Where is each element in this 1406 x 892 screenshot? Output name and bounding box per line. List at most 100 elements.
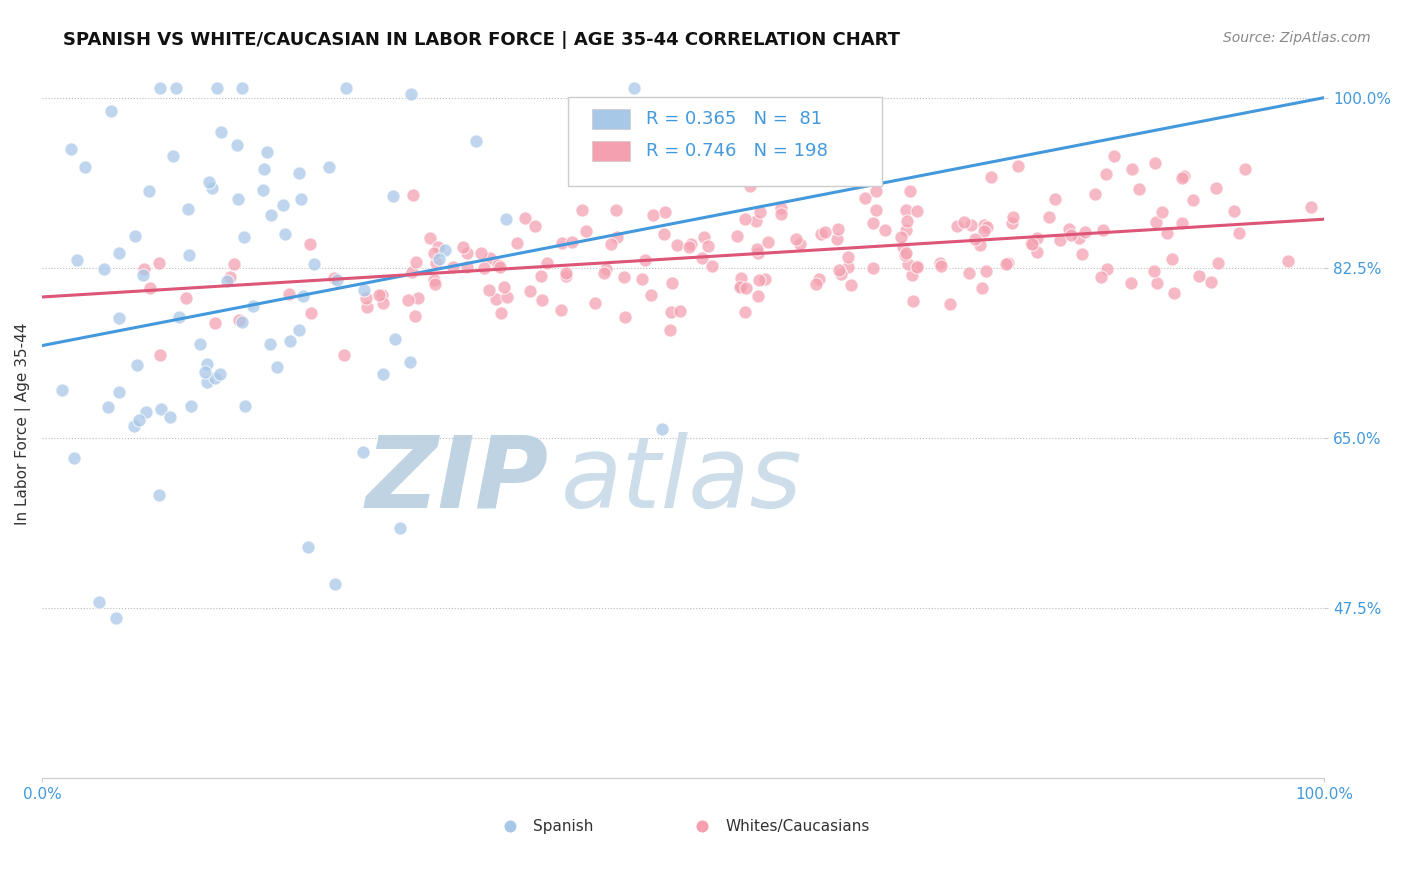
Point xyxy=(422,273,444,287)
Point xyxy=(356,301,378,315)
Point xyxy=(1060,228,1083,243)
Point xyxy=(666,238,689,252)
Point xyxy=(107,311,129,326)
Point xyxy=(299,305,322,319)
FancyBboxPatch shape xyxy=(592,109,630,128)
Point xyxy=(963,232,986,246)
Point xyxy=(201,181,224,195)
Point xyxy=(208,367,231,381)
Point xyxy=(89,595,111,609)
Point xyxy=(1199,275,1222,289)
Point xyxy=(957,266,980,280)
Point xyxy=(149,81,172,95)
Point xyxy=(174,291,197,305)
Point xyxy=(93,262,115,277)
Point xyxy=(1171,171,1194,186)
Point xyxy=(219,270,242,285)
Point xyxy=(738,178,761,193)
Point xyxy=(728,280,751,294)
Point xyxy=(371,288,394,302)
Point xyxy=(661,276,683,290)
FancyBboxPatch shape xyxy=(568,97,882,186)
Point xyxy=(1205,181,1227,195)
Point xyxy=(734,304,756,318)
Point xyxy=(464,135,486,149)
Point xyxy=(298,236,321,251)
Point xyxy=(530,293,553,307)
Point xyxy=(1206,256,1229,270)
Point xyxy=(747,288,769,302)
Point xyxy=(1074,225,1097,239)
Point xyxy=(814,225,837,239)
Point xyxy=(451,240,474,254)
Point xyxy=(205,81,228,95)
Point xyxy=(901,294,924,309)
Point xyxy=(222,257,245,271)
Point xyxy=(290,192,312,206)
Point xyxy=(233,230,256,244)
Point xyxy=(952,215,974,229)
Point xyxy=(51,383,73,397)
Text: ZIP: ZIP xyxy=(366,432,548,529)
Point xyxy=(862,260,884,275)
Text: R = 0.746   N = 198: R = 0.746 N = 198 xyxy=(645,142,828,160)
Point xyxy=(318,160,340,174)
Point xyxy=(478,283,501,297)
Point xyxy=(204,370,226,384)
Point xyxy=(253,161,276,176)
Text: Spanish: Spanish xyxy=(533,819,593,834)
Point xyxy=(506,235,529,250)
Point xyxy=(890,230,912,244)
Point xyxy=(1095,262,1118,277)
Point xyxy=(641,208,664,222)
Point xyxy=(1026,230,1049,244)
Point xyxy=(583,296,606,310)
Point xyxy=(323,576,346,591)
Point xyxy=(896,257,918,271)
Point xyxy=(770,207,793,221)
Point xyxy=(1038,210,1060,224)
Point xyxy=(654,204,676,219)
Point xyxy=(406,291,429,305)
Point xyxy=(167,310,190,325)
Point xyxy=(127,359,149,373)
Point xyxy=(1143,156,1166,170)
Point xyxy=(179,248,201,262)
Text: Source: ZipAtlas.com: Source: ZipAtlas.com xyxy=(1223,31,1371,45)
Point xyxy=(134,261,156,276)
Point xyxy=(972,281,994,295)
Point xyxy=(353,283,375,297)
Point xyxy=(1001,210,1024,224)
Point xyxy=(1173,169,1195,183)
Point xyxy=(150,402,173,417)
Point xyxy=(1144,215,1167,229)
Point xyxy=(1121,161,1143,176)
Point xyxy=(419,231,441,245)
Point xyxy=(745,242,768,256)
Point xyxy=(433,243,456,257)
Point xyxy=(606,230,628,244)
Point xyxy=(233,400,256,414)
Point xyxy=(1227,226,1250,240)
Point xyxy=(1163,286,1185,301)
Point xyxy=(1188,268,1211,283)
Point xyxy=(735,281,758,295)
Point xyxy=(896,223,918,237)
Point xyxy=(128,413,150,427)
Point xyxy=(405,255,427,269)
Point xyxy=(575,224,598,238)
Point xyxy=(873,223,896,237)
Point xyxy=(748,273,770,287)
Point xyxy=(384,332,406,346)
Point xyxy=(165,81,187,95)
Point xyxy=(905,203,928,218)
Point xyxy=(973,218,995,232)
Point xyxy=(489,305,512,319)
Point xyxy=(396,293,419,307)
Point xyxy=(1150,205,1173,219)
Point xyxy=(304,257,326,271)
Point xyxy=(651,422,673,436)
Point xyxy=(893,248,915,262)
Point xyxy=(1121,276,1143,290)
Point xyxy=(692,251,714,265)
